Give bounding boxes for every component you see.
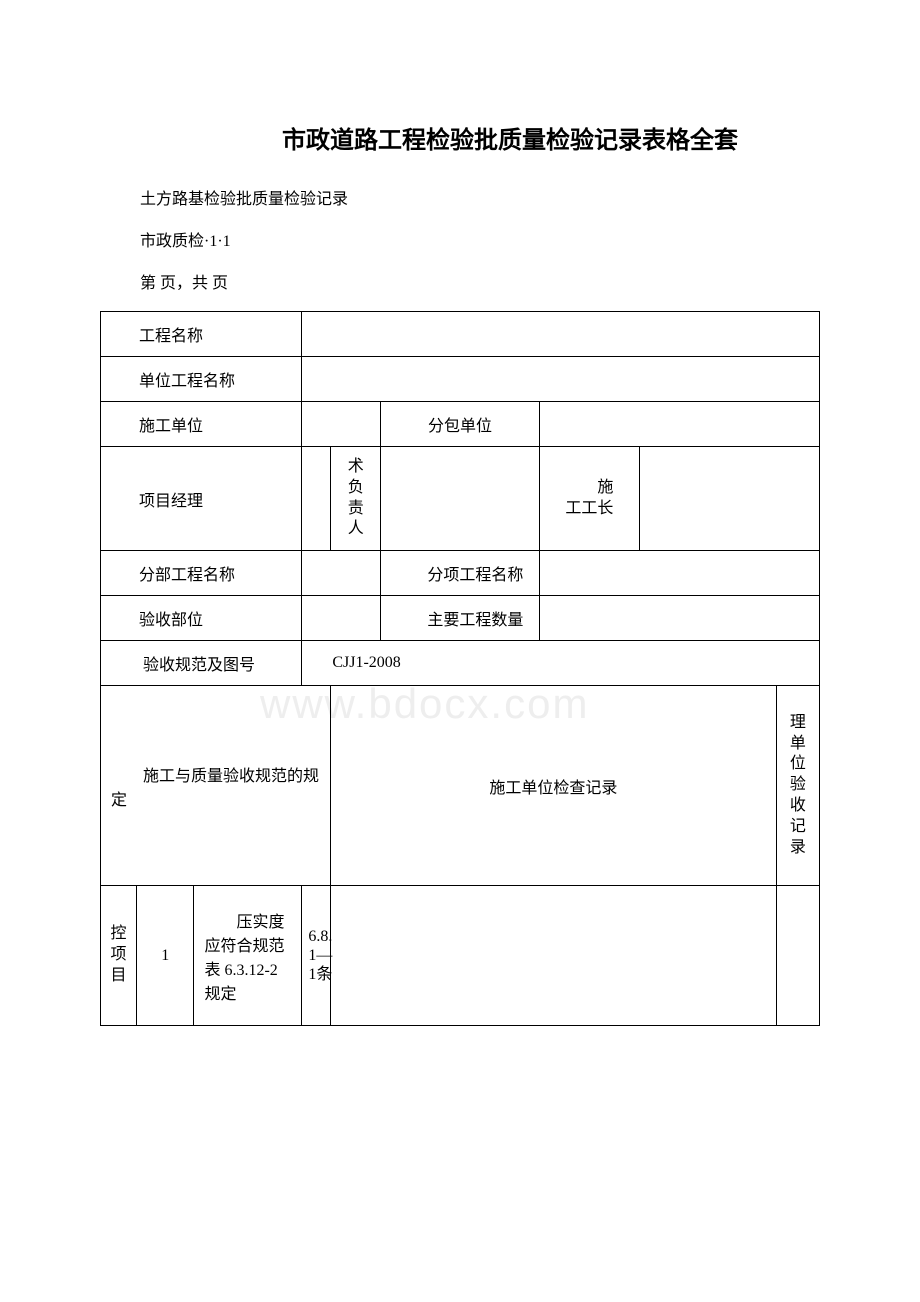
table-row: 单位工程名称 bbox=[101, 357, 820, 402]
cell-construction-spec-label: 施工与质量验收规范的规定 bbox=[101, 686, 331, 886]
cell-main-quantity-label: 主要工程数量 bbox=[381, 596, 539, 641]
cell-acceptance-part-label: 验收部位 bbox=[101, 596, 302, 641]
subtitle-line-1: 土方路基检验批质量检验记录 bbox=[100, 185, 820, 209]
cell-acceptance-standard-label: 验收规范及图号 bbox=[101, 641, 302, 686]
cell-row1-num: 1 bbox=[136, 886, 194, 1026]
cell-unit-project-name-label: 单位工程名称 bbox=[101, 357, 302, 402]
table-row: 控项目 1 压实度应符合规范表 6.3.12-2 规定 6.8.1—1条 bbox=[101, 886, 820, 1026]
document-title: 市政道路工程检验批质量检验记录表格全套 bbox=[100, 120, 820, 155]
cell-row1-desc: 压实度应符合规范表 6.3.12-2 规定 bbox=[194, 886, 302, 1026]
cell-row1-ref: 6.8.1—1条 bbox=[302, 886, 331, 1026]
cell-unit-project-name-value bbox=[302, 357, 820, 402]
cell-construction-unit-value bbox=[302, 402, 381, 447]
inspection-record-table: 工程名称 单位工程名称 施工单位 分包单位 项目经理 术负责人 施工工长 分部工… bbox=[100, 311, 820, 1026]
table-row: 验收部位 主要工程数量 bbox=[101, 596, 820, 641]
subtitle-line-3: 第 页，共 页 bbox=[100, 269, 820, 293]
cell-acceptance-standard-value: CJJ1-2008 bbox=[302, 641, 820, 686]
cell-construction-unit-label: 施工单位 bbox=[101, 402, 302, 447]
cell-tech-leader-label: 术负责人 bbox=[331, 447, 381, 551]
cell-sub-project-value bbox=[539, 551, 819, 596]
cell-project-manager-value bbox=[302, 447, 331, 551]
cell-tech-leader-value bbox=[381, 447, 539, 551]
table-row: 验收规范及图号 CJJ1-2008 bbox=[101, 641, 820, 686]
cell-row1-supervision bbox=[776, 886, 819, 1026]
cell-control-item-label: 控项目 bbox=[101, 886, 137, 1026]
cell-project-manager-label: 项目经理 bbox=[101, 447, 302, 551]
cell-construction-record-label: 施工单位检查记录 bbox=[331, 686, 777, 886]
table-row: 项目经理 术负责人 施工工长 bbox=[101, 447, 820, 551]
cell-row1-record bbox=[331, 886, 777, 1026]
cell-project-name-label: 工程名称 bbox=[101, 312, 302, 357]
table-row: 施工与质量验收规范的规定 施工单位检查记录 理单位验收记录 bbox=[101, 686, 820, 886]
cell-division-project-label: 分部工程名称 bbox=[101, 551, 302, 596]
subtitle-line-2: 市政质检·1·1 bbox=[100, 227, 820, 251]
cell-sub-project-label: 分项工程名称 bbox=[381, 551, 539, 596]
cell-division-project-value bbox=[302, 551, 381, 596]
cell-project-name-value bbox=[302, 312, 820, 357]
cell-foreman-label: 施工工长 bbox=[539, 447, 640, 551]
table-row: 分部工程名称 分项工程名称 bbox=[101, 551, 820, 596]
cell-foreman-value bbox=[640, 447, 820, 551]
table-row: 施工单位 分包单位 bbox=[101, 402, 820, 447]
cell-subcontract-unit-value bbox=[539, 402, 819, 447]
cell-acceptance-part-value bbox=[302, 596, 381, 641]
cell-supervision-record-label: 理单位验收记录 bbox=[776, 686, 819, 886]
cell-subcontract-unit-label: 分包单位 bbox=[381, 402, 539, 447]
cell-main-quantity-value bbox=[539, 596, 819, 641]
table-row: 工程名称 bbox=[101, 312, 820, 357]
